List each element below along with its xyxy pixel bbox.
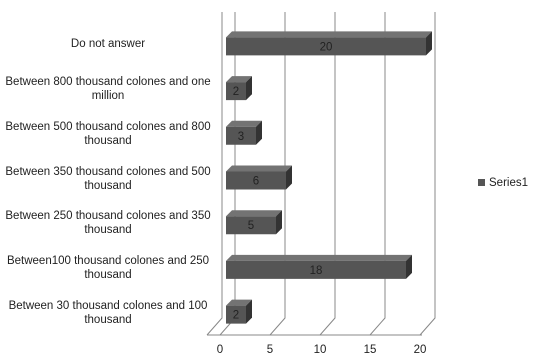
y-tick-label: Between 800 thousand colones and one mil… [5,76,211,103]
value-label: 18 [310,265,323,277]
bar-side [256,120,262,145]
bar-top [226,210,282,217]
bar [226,254,412,279]
bar [226,120,262,145]
x-tick-label: 5 [267,344,273,355]
y-tick-label: Between100 thousand colones and 250 thou… [6,254,210,281]
bar-front [226,37,426,56]
bar-front [226,216,276,235]
bar [226,165,292,190]
bar-front [226,305,246,324]
legend-label: Series1 [489,177,528,189]
bar-top [226,165,292,172]
grid-line [269,12,286,336]
bar-top [226,299,252,306]
bar-side [426,31,432,56]
bar-front [226,260,406,279]
bar-side [276,210,282,235]
y-tick-label: Between 250 thousand colones and 350 tho… [5,210,211,237]
back-wall-edge [206,12,223,336]
bar [226,299,252,324]
y-tick-label: Between 30 thousand colones and 100 thou… [8,299,208,326]
bar-top [226,120,262,127]
bar-top [226,31,432,38]
bar-front [226,171,286,190]
grid-line [369,12,386,336]
bar-top [226,254,412,261]
bar [226,76,252,101]
value-label: 6 [253,176,259,188]
value-label: 2 [233,310,239,322]
x-tick-label: 15 [364,344,377,355]
bar-side [246,76,252,101]
bar-side [286,165,292,190]
legend-swatch [478,179,485,186]
value-label: 2 [233,86,239,98]
value-label: 20 [320,41,333,53]
x-tick-label: 10 [314,344,327,355]
y-tick-label: Between 500 thousand colones and 800 tho… [5,120,211,147]
value-label: 5 [248,220,254,232]
x-tick-label: 20 [414,344,427,355]
bar-front [226,82,246,101]
bar-front [226,126,256,145]
y-tick-label: Between 350 thousand colones and 500 tho… [5,165,211,192]
bar-top [226,76,252,83]
bar [226,31,432,56]
bar [226,210,282,235]
x-tick-label: 0 [217,344,223,355]
grid-line [419,12,436,336]
bar-side [246,299,252,324]
bar-side [406,254,412,279]
value-label: 3 [238,131,244,143]
y-tick-label: Do not answer [70,38,146,51]
grid-line [319,12,336,336]
